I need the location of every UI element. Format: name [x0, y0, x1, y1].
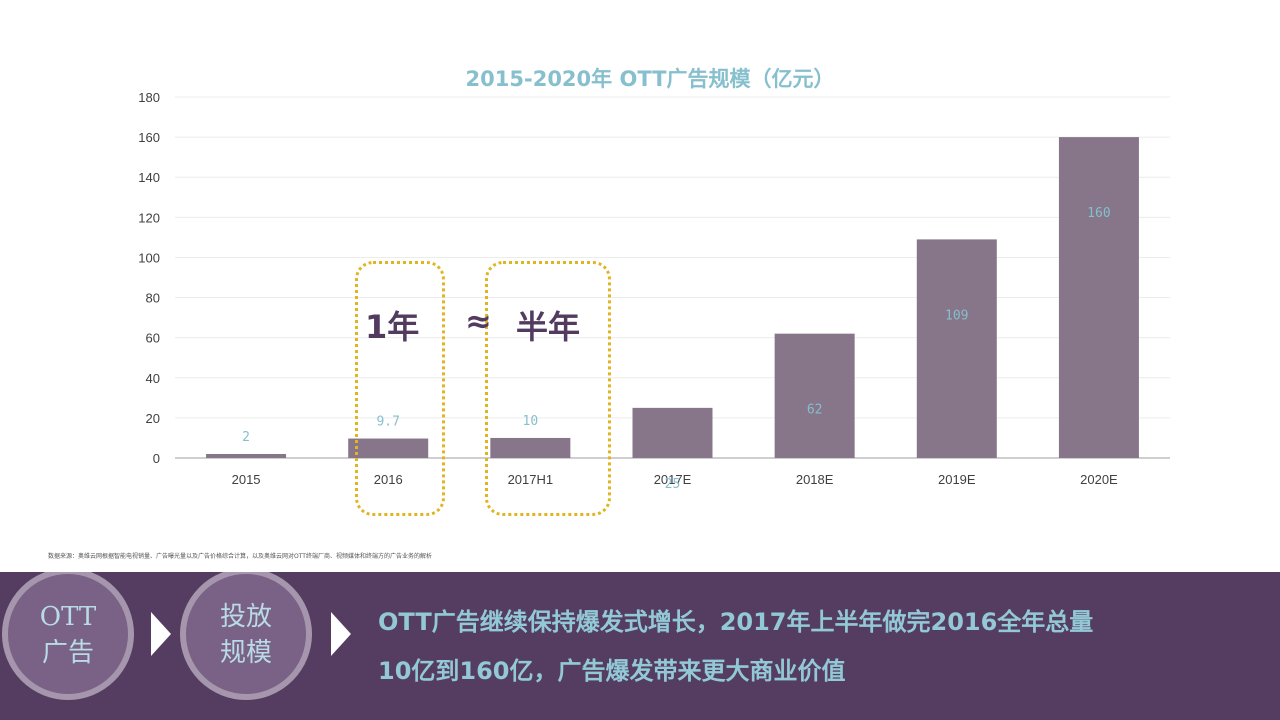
y-tick-label: 100: [138, 250, 160, 265]
data-label: 2: [242, 430, 250, 445]
annotation-half-year: 半年: [516, 308, 581, 346]
step-circle-ott-ads: OTT 广告: [2, 572, 134, 700]
summary-banner: OTT 广告 投放 规模 OTT广告继续保持爆发式增长，2017年上半年做完20…: [0, 572, 1280, 720]
data-label: 62: [807, 403, 823, 418]
data-label: 25: [665, 477, 681, 492]
annotation-box-2017h1: [485, 261, 611, 516]
x-tick-label: 2018E: [796, 472, 834, 487]
annotation-approx-sign: ≈: [465, 302, 492, 340]
bar-chart: 0 20 40 60 80 100 120 140 160 180 2015 2 2016 9.7 2017…: [138, 90, 1170, 492]
bar: [774, 333, 855, 458]
bar: [206, 453, 287, 458]
y-tick-label: 80: [146, 291, 160, 306]
x-tick-label: 2019E: [938, 472, 976, 487]
data-label: 9.7: [376, 415, 399, 430]
x-tick-label: 2015: [232, 472, 261, 487]
bar: [916, 239, 997, 458]
headline-line-2: 10亿到160亿，广告爆发带来更大商业价值: [378, 657, 846, 685]
x-tick-label: 2020E: [1080, 472, 1118, 487]
data-label: 109: [945, 308, 968, 323]
y-tick-label: 120: [138, 210, 160, 225]
chart-title: 2015-2020年 OTT广告规模（亿元）: [465, 67, 835, 91]
step-label-line1: OTT: [39, 602, 97, 632]
chevron-right-icon: [331, 612, 351, 656]
y-tick-label: 20: [146, 411, 160, 426]
bar: [1058, 137, 1139, 458]
y-tick-label: 180: [138, 90, 160, 105]
source-note: 数据来源：奥维云网根据智能电视销量、广告曝光量以及广告价格综合计算，以及奥维云网…: [48, 553, 432, 560]
y-tick-label: 0: [153, 451, 160, 466]
chevron-right-icon: [151, 612, 171, 656]
step-label-line2: 规模: [219, 638, 272, 668]
x-tick-label: 2017H1: [508, 472, 554, 487]
x-tick-label: 2016: [374, 472, 403, 487]
annotation-one-year: 1年: [365, 308, 420, 346]
y-tick-label: 60: [146, 331, 160, 346]
data-label: 10: [523, 414, 539, 429]
bar: [348, 438, 429, 458]
data-label: 160: [1087, 206, 1110, 221]
y-tick-label: 40: [146, 371, 160, 386]
headline-line-1: OTT广告继续保持爆发式增长，2017年上半年做完2016全年总量: [378, 608, 1094, 636]
step-label-line2: 广告: [41, 638, 94, 668]
y-tick-label: 140: [138, 170, 160, 185]
step-circle-ad-scale: 投放 规模: [180, 572, 312, 700]
bar: [490, 437, 571, 458]
step-label-line1: 投放: [219, 602, 272, 632]
annotation-box-2016: [355, 261, 445, 516]
y-tick-label: 160: [138, 130, 160, 145]
bar: [632, 407, 713, 458]
x-tick-label: 2017E: [654, 472, 692, 487]
